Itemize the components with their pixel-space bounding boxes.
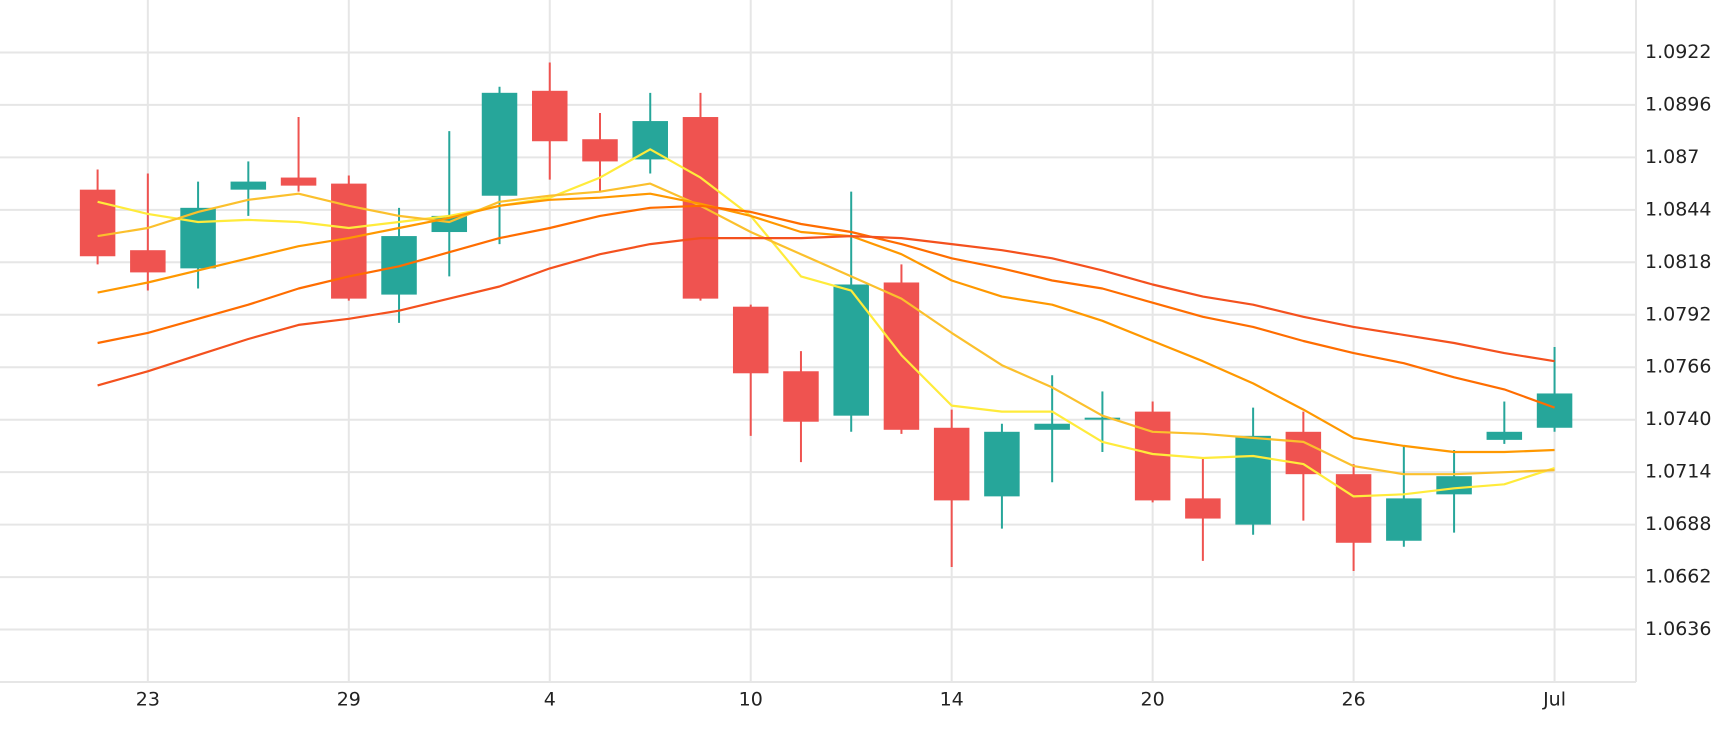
moving-average-line (97, 235, 1555, 387)
candle-body (130, 250, 166, 273)
candle-body (582, 139, 618, 162)
x-tick-label: 4 (544, 689, 556, 711)
candle-body (1285, 431, 1322, 475)
candle-body (1034, 423, 1070, 430)
candle-body (79, 189, 116, 257)
y-tick-label: 1.0792 (1645, 303, 1711, 325)
y-tick-label: 1.0688 (1645, 513, 1711, 535)
x-tick-label: 10 (739, 689, 763, 711)
y-tick-label: 1.0636 (1645, 618, 1711, 640)
y-tick-label: 1.0922 (1645, 41, 1711, 63)
y-tick-label: 1.0766 (1645, 356, 1711, 378)
moving-average-line (97, 204, 1555, 409)
candle-body (280, 177, 317, 186)
candle-body (1185, 498, 1221, 519)
x-tick-label: 20 (1141, 689, 1165, 711)
candle-body (1386, 498, 1422, 541)
x-tick-label: 14 (940, 689, 964, 711)
y-tick-label: 1.0896 (1645, 93, 1711, 115)
candle-body (1486, 431, 1523, 440)
candle-body (1335, 474, 1372, 543)
y-tick-label: 1.0714 (1645, 461, 1711, 483)
candle-body (481, 92, 518, 196)
x-tick-label: 23 (136, 689, 160, 711)
candle-body (984, 431, 1020, 497)
x-tick-label: 29 (337, 689, 361, 711)
y-tick-label: 1.0662 (1645, 566, 1711, 588)
candle-body (632, 121, 668, 160)
candle-body (933, 427, 970, 501)
y-tick-label: 1.087 (1645, 146, 1699, 168)
moving-average-line (97, 148, 1555, 498)
candle-body (1436, 476, 1472, 495)
moving-average-line (97, 182, 1555, 476)
candle-body (532, 90, 568, 142)
candle-body (1536, 393, 1573, 428)
candle-body (783, 371, 819, 422)
y-tick-label: 1.0844 (1645, 198, 1711, 220)
candle-body (833, 284, 869, 416)
x-tick-label: Jul (1542, 689, 1566, 711)
candle-body (732, 306, 769, 374)
candle-body (230, 181, 267, 190)
y-tick-label: 1.0740 (1645, 408, 1711, 430)
candle-body (1084, 417, 1121, 420)
candle-body (1235, 435, 1271, 525)
x-tick-label: 26 (1342, 689, 1366, 711)
moving-average-line (97, 192, 1555, 454)
y-tick-label: 1.0818 (1645, 251, 1711, 273)
candle-body (180, 207, 216, 269)
